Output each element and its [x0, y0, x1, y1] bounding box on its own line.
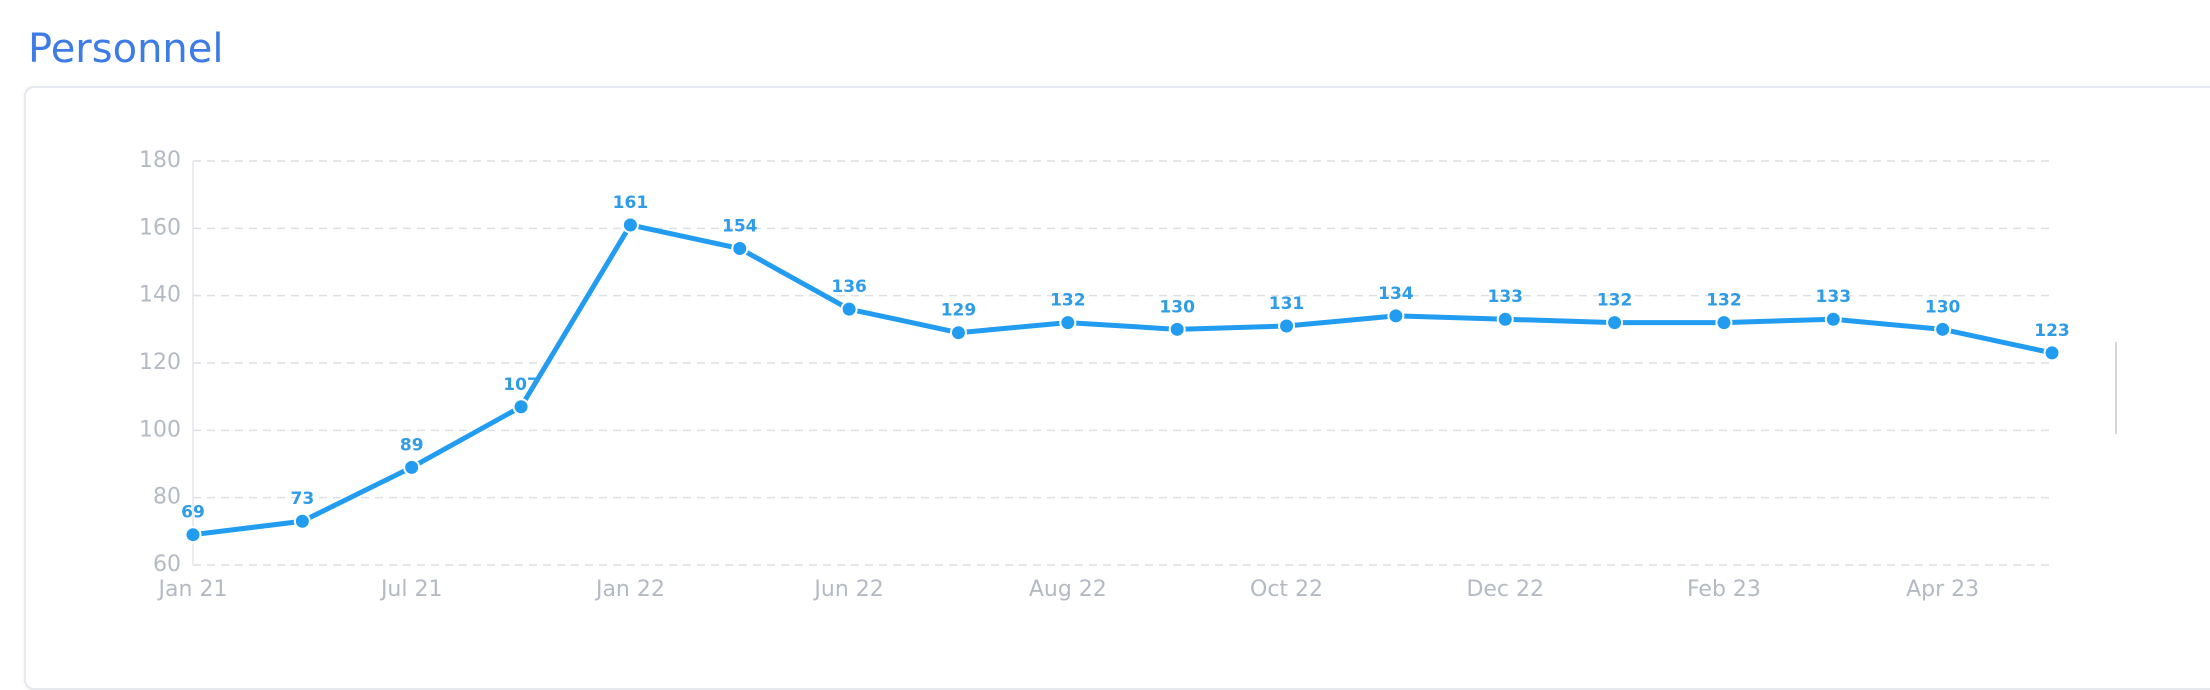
data-label: 107 — [503, 375, 539, 395]
y-tick-label: 100 — [139, 417, 181, 442]
x-tick-label: Jun 22 — [812, 577, 883, 602]
card-divider — [2115, 342, 2117, 434]
data-point[interactable] — [1168, 320, 1186, 338]
data-point[interactable] — [1496, 310, 1514, 328]
page-title: Personnel — [28, 26, 224, 72]
x-tick-label: Jan 21 — [157, 577, 228, 602]
data-point[interactable] — [621, 216, 639, 234]
x-tick-label: Dec 22 — [1466, 577, 1544, 602]
data-label: 129 — [941, 301, 977, 321]
data-point[interactable] — [1606, 314, 1624, 332]
data-point[interactable] — [403, 458, 421, 476]
grid-lines — [193, 160, 2052, 566]
x-tick-label: Oct 22 — [1250, 577, 1323, 602]
data-label: 133 — [1487, 287, 1523, 307]
data-label: 123 — [2034, 321, 2070, 341]
personnel-line-chart: 60 80 100 120 140 160 180 Jan 21 Jul 21 Jan 22 Ju… — [139, 148, 2070, 602]
data-labels: 69 73 89 107 161 154 136 129 132 130 131 134 133 132 1… — [181, 193, 2070, 523]
series-line — [190, 222, 2055, 538]
x-tick-label: Jul 21 — [379, 577, 443, 602]
data-label: 133 — [1816, 287, 1852, 307]
data-label: 161 — [613, 193, 649, 213]
data-point[interactable] — [1387, 307, 1405, 325]
x-tick-label: Jan 22 — [594, 577, 665, 602]
y-axis: 60 80 100 120 140 160 180 — [139, 148, 194, 577]
data-point[interactable] — [949, 324, 967, 342]
data-label: 73 — [291, 489, 315, 509]
data-point[interactable] — [2043, 344, 2061, 362]
data-label: 132 — [1050, 291, 1086, 311]
data-label: 154 — [722, 217, 758, 237]
series-layer — [184, 216, 2061, 544]
data-point[interactable] — [1715, 314, 1733, 332]
x-axis: Jan 21 Jul 21 Jan 22 Jun 22 Aug 22 Oct 22 Dec … — [157, 577, 1980, 602]
data-label: 130 — [1159, 297, 1195, 317]
data-label: 130 — [1925, 297, 1961, 317]
data-point[interactable] — [293, 512, 311, 530]
data-point[interactable] — [731, 240, 749, 258]
data-label: 134 — [1378, 284, 1414, 304]
data-label: 89 — [400, 435, 424, 455]
data-point[interactable] — [1059, 314, 1077, 332]
data-label: 131 — [1269, 294, 1305, 314]
data-point[interactable] — [184, 526, 202, 544]
data-label: 69 — [181, 503, 205, 523]
data-point[interactable] — [1934, 320, 1952, 338]
x-tick-label: Apr 23 — [1906, 577, 1979, 602]
chart-card — [24, 86, 2210, 690]
data-label: 132 — [1597, 291, 1633, 311]
data-point[interactable] — [840, 300, 858, 318]
x-tick-label: Feb 23 — [1687, 577, 1761, 602]
data-point[interactable] — [1824, 310, 1842, 328]
data-point[interactable] — [512, 398, 530, 416]
y-tick-label: 180 — [139, 148, 181, 173]
data-point[interactable] — [1278, 317, 1296, 335]
y-tick-label: 80 — [153, 485, 181, 510]
y-tick-label: 140 — [139, 283, 181, 308]
y-tick-label: 60 — [153, 552, 181, 577]
data-label: 136 — [831, 277, 867, 297]
data-label: 132 — [1706, 291, 1742, 311]
x-tick-label: Aug 22 — [1029, 577, 1107, 602]
y-tick-label: 160 — [139, 215, 181, 240]
y-tick-label: 120 — [139, 350, 181, 375]
